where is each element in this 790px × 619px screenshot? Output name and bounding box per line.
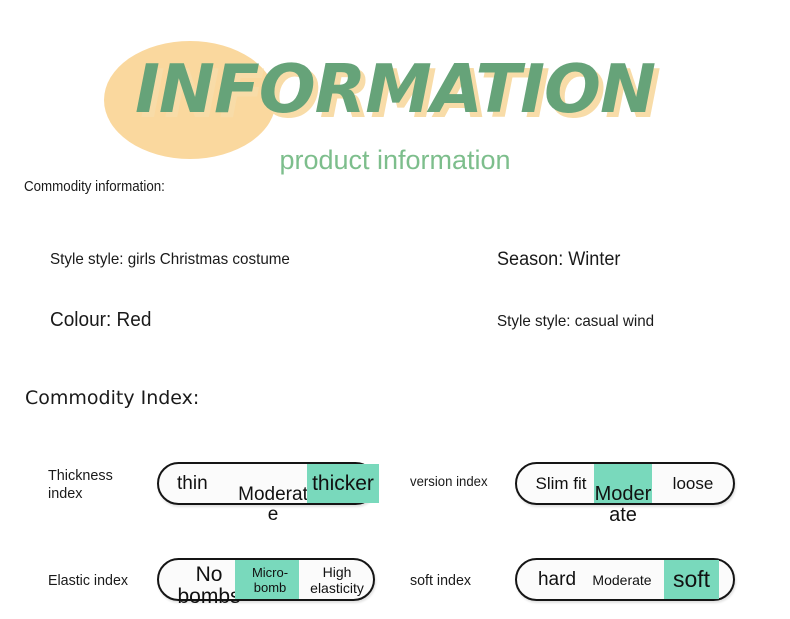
index-segment-hard[interactable]: hard: [537, 569, 577, 590]
index-label-version: version index: [410, 473, 488, 489]
commodity-information-heading: Commodity information:: [24, 179, 165, 195]
index-label-soft: soft index: [410, 572, 472, 589]
page-subtitle: product information: [279, 145, 511, 175]
info-item-style-wind: Style style: casual wind: [497, 313, 655, 330]
info-item-colour: Colour: Red: [50, 309, 152, 331]
index-segment-loose[interactable]: loose: [672, 474, 714, 493]
index-segment-micro-bomb-selected[interactable]: Micro-bomb: [235, 560, 299, 599]
index-segment-soft-selected[interactable]: soft: [664, 560, 719, 599]
index-segment-moderate[interactable]: Moderate: [592, 571, 652, 588]
commodity-index-heading: Commodity Index:: [25, 387, 200, 409]
info-item-style-style: Style style: girls Christmas costume: [50, 251, 290, 268]
index-segment-high-elasticity[interactable]: High elasticity: [310, 563, 364, 596]
index-segment-moderate[interactable]: Moderate: [238, 484, 308, 525]
index-label-thickness: Thickness index: [48, 467, 113, 502]
page-header: INFORMATION product information: [0, 0, 790, 185]
index-segment-thin[interactable]: thin: [177, 473, 208, 494]
index-bar-soft[interactable]: hard Moderate soft: [515, 558, 735, 601]
info-item-season: Season: Winter: [497, 249, 621, 270]
index-label-elastic: Elastic index: [48, 572, 129, 589]
index-segment-slim-fit[interactable]: Slim fit: [535, 474, 587, 493]
index-segment-thicker-selected[interactable]: thicker: [307, 464, 379, 503]
page-title: INFORMATION: [134, 50, 656, 128]
index-bar-version[interactable]: Slim fit Moderate loose: [515, 462, 735, 526]
index-bar-elastic[interactable]: No bombs Micro-bomb High elasticity: [157, 558, 375, 608]
index-segment-no-bombs[interactable]: No bombs: [177, 563, 241, 608]
title-background-ellipse: [104, 41, 276, 159]
index-bar-thickness[interactable]: thin Moderate thicker: [157, 462, 379, 525]
index-segment-moderate-selected[interactable]: Moderate: [594, 464, 652, 526]
